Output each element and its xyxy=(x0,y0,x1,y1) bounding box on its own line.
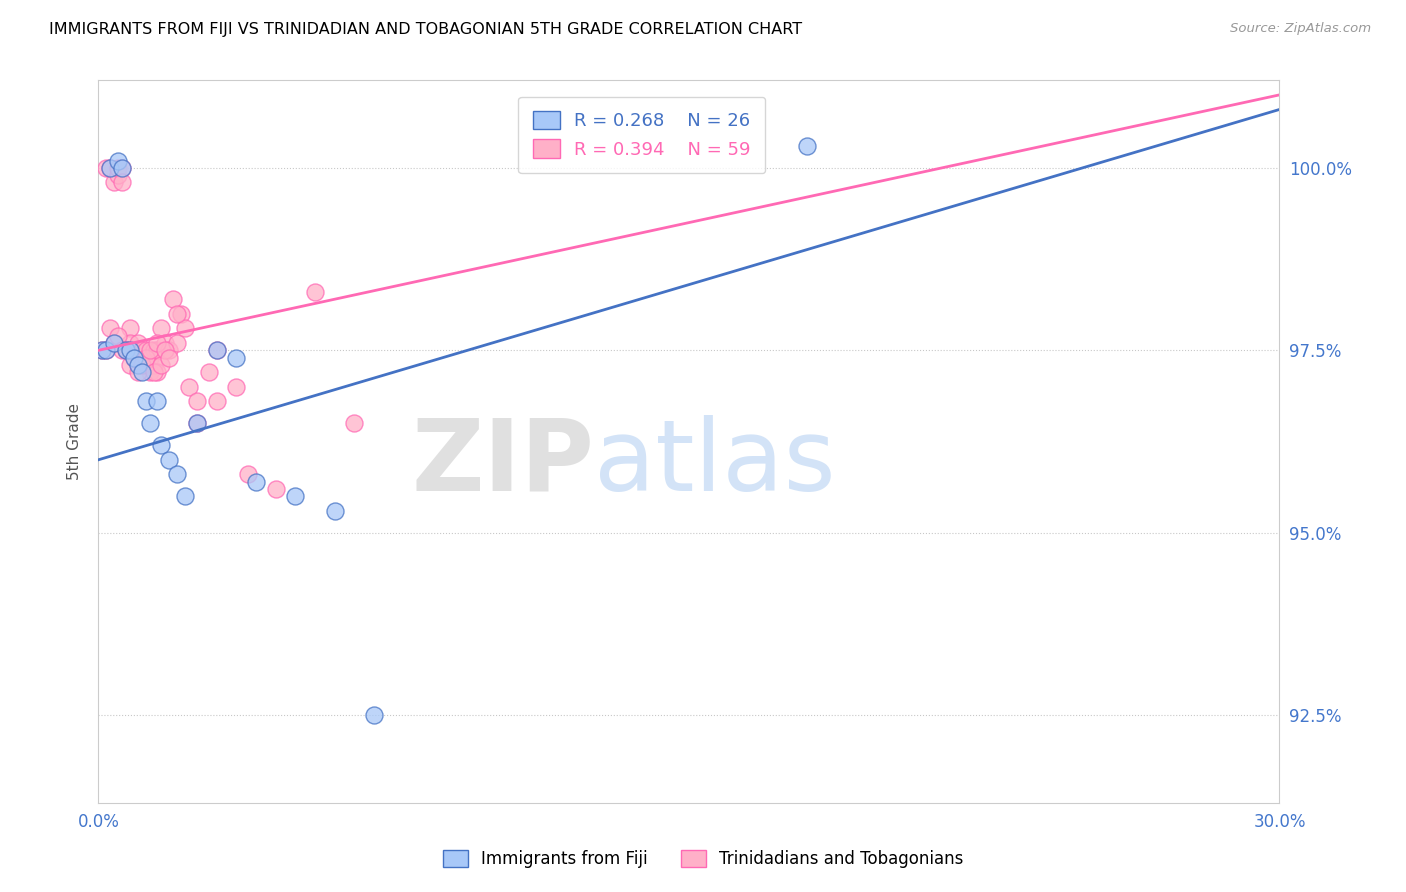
Point xyxy=(177,380,200,394)
Point xyxy=(304,285,326,299)
Point xyxy=(118,343,141,358)
Point xyxy=(115,343,138,358)
Point xyxy=(91,343,114,358)
Point xyxy=(186,394,208,409)
Point xyxy=(138,343,160,358)
Point xyxy=(225,351,247,365)
Point xyxy=(146,336,169,351)
Point xyxy=(157,343,180,358)
Point xyxy=(363,708,385,723)
Point xyxy=(166,467,188,482)
Point xyxy=(146,365,169,379)
Point xyxy=(155,343,177,358)
Point xyxy=(146,343,169,358)
Point xyxy=(186,417,208,431)
Point xyxy=(142,343,165,358)
Point xyxy=(150,438,173,452)
Point xyxy=(122,351,145,365)
Point xyxy=(264,482,287,496)
Point xyxy=(118,336,141,351)
Point xyxy=(142,358,165,372)
Point xyxy=(343,417,366,431)
Point xyxy=(150,358,173,372)
Point xyxy=(205,394,228,409)
Point xyxy=(111,176,134,190)
Y-axis label: 5th Grade: 5th Grade xyxy=(66,403,82,480)
Point xyxy=(122,343,145,358)
Point xyxy=(157,351,180,365)
Point xyxy=(131,358,153,372)
Point xyxy=(796,139,818,153)
Point xyxy=(98,321,121,335)
Point xyxy=(166,336,188,351)
Point xyxy=(146,394,169,409)
Point xyxy=(197,365,219,379)
Point xyxy=(118,321,141,335)
Text: ZIP: ZIP xyxy=(412,415,595,512)
Point xyxy=(162,292,184,306)
Point xyxy=(131,365,153,379)
Point xyxy=(103,176,125,190)
Point xyxy=(103,336,125,351)
Point xyxy=(138,417,160,431)
Point xyxy=(107,168,129,182)
Point xyxy=(98,161,121,175)
Point xyxy=(138,365,160,379)
Point xyxy=(115,343,138,358)
Point xyxy=(111,343,134,358)
Point xyxy=(135,358,157,372)
Point xyxy=(118,358,141,372)
Point xyxy=(91,343,114,358)
Point xyxy=(135,351,157,365)
Point xyxy=(135,394,157,409)
Point xyxy=(225,380,247,394)
Legend: R = 0.268    N = 26, R = 0.394    N = 59: R = 0.268 N = 26, R = 0.394 N = 59 xyxy=(519,96,765,173)
Point xyxy=(170,307,193,321)
Point xyxy=(103,336,125,351)
Legend: Immigrants from Fiji, Trinidadians and Tobagonians: Immigrants from Fiji, Trinidadians and T… xyxy=(436,843,970,875)
Point xyxy=(323,504,346,518)
Point xyxy=(186,417,208,431)
Point xyxy=(127,336,149,351)
Text: atlas: atlas xyxy=(595,415,837,512)
Point xyxy=(174,321,197,335)
Text: Source: ZipAtlas.com: Source: ZipAtlas.com xyxy=(1230,22,1371,36)
Point xyxy=(127,351,149,365)
Point xyxy=(127,365,149,379)
Point xyxy=(107,153,129,168)
Point xyxy=(131,343,153,358)
Point xyxy=(122,351,145,365)
Point xyxy=(205,343,228,358)
Point xyxy=(284,489,307,503)
Point xyxy=(142,365,165,379)
Point xyxy=(96,343,118,358)
Point xyxy=(107,328,129,343)
Point xyxy=(96,343,118,358)
Point xyxy=(111,161,134,175)
Text: IMMIGRANTS FROM FIJI VS TRINIDADIAN AND TOBAGONIAN 5TH GRADE CORRELATION CHART: IMMIGRANTS FROM FIJI VS TRINIDADIAN AND … xyxy=(49,22,803,37)
Point xyxy=(245,475,267,489)
Point xyxy=(236,467,259,482)
Point xyxy=(166,307,188,321)
Point xyxy=(115,343,138,358)
Point xyxy=(138,351,160,365)
Point xyxy=(174,489,197,503)
Point xyxy=(127,358,149,372)
Point xyxy=(135,343,157,358)
Point xyxy=(98,161,121,175)
Point xyxy=(150,321,173,335)
Point xyxy=(111,161,134,175)
Point xyxy=(96,161,118,175)
Point xyxy=(205,343,228,358)
Point xyxy=(155,336,177,351)
Point xyxy=(107,161,129,175)
Point xyxy=(157,452,180,467)
